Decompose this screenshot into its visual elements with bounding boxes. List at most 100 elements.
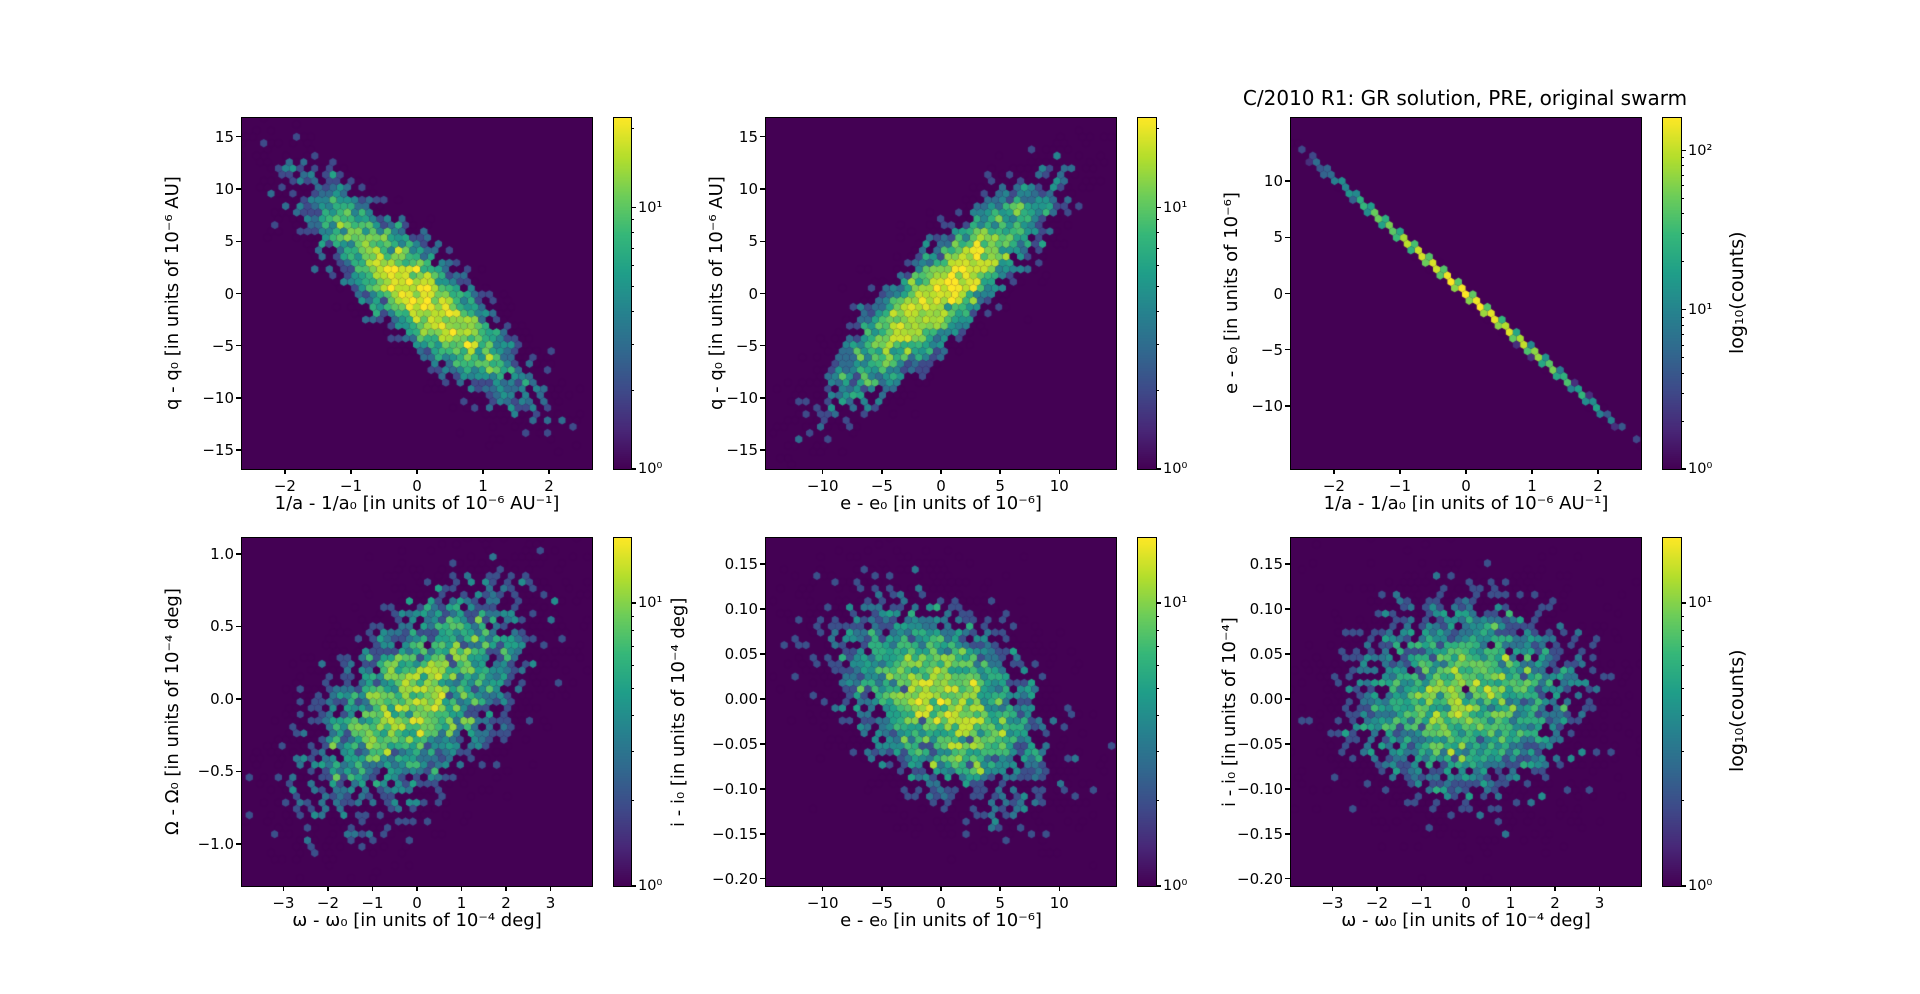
x-tick-label: 10 <box>1049 894 1069 912</box>
y-tick-label: 0.5 <box>210 617 234 636</box>
x-tick-mark <box>1376 886 1378 891</box>
colorbar-minor-tick-mark <box>1156 800 1159 802</box>
x-tick-mark <box>1531 469 1533 474</box>
y-tick-label: 0.05 <box>724 645 758 663</box>
hexbin-panel-Omega-vs-omega: Ω - Ω₀ [in units of 10⁻⁴ deg] ω - ω₀ [in… <box>162 537 593 931</box>
y-tick-label: −5 <box>211 336 234 355</box>
x-tick-label: 0 <box>1461 894 1471 912</box>
y-tick-label: 0.00 <box>1249 689 1283 708</box>
y-tick-mark <box>760 878 765 880</box>
x-tick-mark <box>881 886 883 891</box>
y-axis-label: Ω - Ω₀ [in units of 10⁻⁴ deg] <box>162 588 183 836</box>
hexbin-panel-i-vs-omega: i - i₀ [in units of 10⁻⁴] ω - ω₀ [in uni… <box>1219 537 1642 931</box>
y-tick-mark <box>236 188 241 190</box>
x-tick-mark <box>1058 886 1060 891</box>
colorbar: 10⁰ 10¹ <box>1137 117 1187 477</box>
x-tick-label: −10 <box>806 477 839 495</box>
colorbar-minor-tick-mark <box>631 800 634 802</box>
x-tick-mark <box>284 469 286 474</box>
x-tick-label: 2 <box>1593 477 1603 495</box>
x-tick-mark <box>482 469 484 474</box>
y-tick-label: 0.15 <box>1249 555 1283 574</box>
y-tick-label: −5 <box>1260 340 1283 359</box>
colorbar-tick-label: 10⁰ <box>1163 461 1188 477</box>
colorbar-tick-mark <box>1681 885 1686 887</box>
hexbin-canvas <box>242 538 592 886</box>
y-tick-mark <box>760 563 765 565</box>
colorbar-tick-mark <box>631 468 636 470</box>
colorbar-minor-tick-mark <box>631 285 634 287</box>
colorbar-axis-label: log₁₀(counts) <box>1726 649 1748 773</box>
x-tick-mark <box>327 886 329 891</box>
colorbar-minor-tick-mark <box>631 389 634 391</box>
colorbar-tick-mark <box>1681 309 1686 311</box>
y-tick-label: −0.20 <box>1237 869 1283 888</box>
y-tick-mark <box>760 397 765 399</box>
colorbar-minor-tick-mark <box>631 343 634 345</box>
colorbar: 10⁰ 10¹ <box>1662 537 1712 894</box>
x-tick-label: −10 <box>806 894 839 912</box>
colorbar-minor-tick-mark <box>1681 333 1684 335</box>
y-tick-mark <box>760 240 765 242</box>
colorbar-tick-label: 10⁰ <box>638 878 663 894</box>
y-tick-mark <box>236 553 241 555</box>
y-tick-label: 0.05 <box>1249 645 1283 663</box>
colorbar-minor-tick-mark <box>631 646 634 648</box>
x-tick-mark <box>940 469 942 474</box>
y-tick-mark <box>1285 292 1290 295</box>
x-tick-label: −1 <box>361 894 384 912</box>
figure-title: C/2010 R1: GR solution, PRE, original sw… <box>1242 86 1688 110</box>
y-tick-mark <box>1285 405 1290 407</box>
x-tick-mark <box>1333 469 1335 474</box>
y-tick-label: 0 <box>1273 284 1283 303</box>
y-tick-label: −15 <box>726 441 758 460</box>
y-tick-label: 0.10 <box>724 600 758 619</box>
y-tick-mark <box>236 292 241 295</box>
y-tick-mark <box>760 833 765 835</box>
y-tick-label: 15 <box>738 127 758 146</box>
y-tick-mark <box>760 136 765 138</box>
colorbar-minor-tick-mark <box>631 247 634 249</box>
y-tick-label: 10 <box>738 180 758 199</box>
colorbar-minor-tick-mark <box>1156 285 1159 287</box>
colorbar-tick-mark <box>631 602 636 604</box>
x-tick-label: −3 <box>1321 894 1344 912</box>
x-tick-mark <box>1597 469 1599 474</box>
hexbin-canvas <box>766 538 1116 886</box>
hexbin-panel-i-vs-e: i - i₀ [in units of 10⁻⁴ deg] e - e₀ [in… <box>668 537 1117 931</box>
x-tick-label: 2 <box>1550 894 1560 912</box>
y-tick-label: −0.20 <box>712 869 758 888</box>
colorbar-tick-label: 10¹ <box>638 595 663 612</box>
x-tick-mark <box>416 469 418 474</box>
x-tick-label: −1 <box>339 477 363 495</box>
colorbar-minor-tick-mark <box>631 615 634 617</box>
x-tick-label: 1 <box>1505 894 1516 912</box>
colorbar-tick-mark <box>631 206 636 209</box>
x-tick-mark <box>1331 886 1334 891</box>
y-tick-mark <box>236 770 241 773</box>
y-tick-label: −10 <box>1251 397 1283 415</box>
y-tick-label: 5 <box>1273 228 1283 247</box>
x-tick-mark <box>416 886 418 891</box>
y-tick-label: 10 <box>214 180 234 199</box>
colorbar-minor-tick-mark <box>631 232 634 234</box>
colorbar-minor-tick-mark <box>631 311 634 313</box>
y-tick-label: 0 <box>748 284 758 303</box>
colorbar-minor-tick-mark <box>1156 665 1159 667</box>
y-tick-mark <box>1285 878 1290 880</box>
colorbar-minor-tick-mark <box>1156 218 1159 220</box>
x-tick-label: −2 <box>273 477 296 495</box>
x-tick-mark <box>350 469 352 474</box>
x-tick-label: 0 <box>936 477 946 495</box>
colorbar-minor-tick-mark <box>1156 750 1159 752</box>
colorbar-tick-mark <box>1156 468 1161 470</box>
colorbar: 10⁰ 10¹ <box>1137 537 1187 894</box>
x-tick-label: 1 <box>456 894 467 912</box>
y-tick-label: −15 <box>202 441 234 460</box>
colorbar-minor-tick-mark <box>1156 128 1159 130</box>
colorbar-minor-tick-mark <box>1681 174 1684 176</box>
y-tick-mark <box>760 743 765 745</box>
y-tick-label: −10 <box>726 388 758 407</box>
colorbar-minor-tick-mark <box>631 630 634 632</box>
